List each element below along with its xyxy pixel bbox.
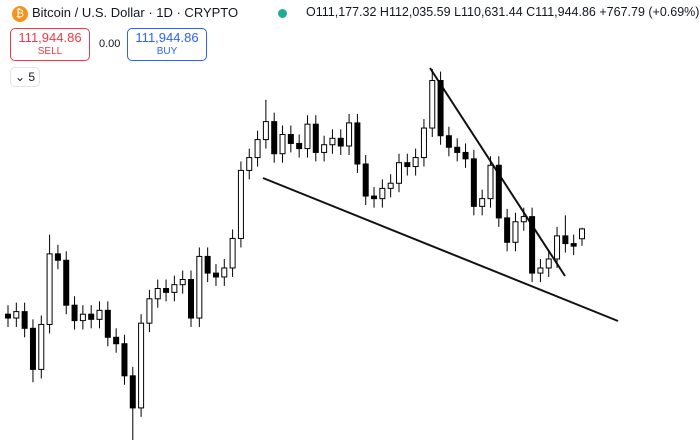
candle-body xyxy=(321,144,328,153)
candle-body xyxy=(96,309,103,320)
ohlc: O111,177.32 H112,035.59 L110,631.44 C111… xyxy=(306,5,699,19)
candle-body xyxy=(163,288,170,293)
candle-body xyxy=(104,309,111,338)
candle-body xyxy=(479,198,486,207)
candle-body xyxy=(462,151,469,160)
candle-body xyxy=(71,304,78,322)
candle-body xyxy=(445,135,452,148)
chevron: ⌄ xyxy=(14,70,26,84)
candle-body xyxy=(354,122,361,165)
candle-body xyxy=(246,157,253,171)
sell-label: SELL xyxy=(37,46,63,57)
buy-price: 111,944.86 xyxy=(135,30,199,45)
buy-button[interactable]: 111,944.86 BUY xyxy=(127,28,207,61)
candle-body xyxy=(512,221,519,243)
candle-body xyxy=(437,80,444,137)
candle-body xyxy=(196,255,203,319)
candle-body xyxy=(179,279,186,286)
candle-body xyxy=(337,137,344,147)
candle-body xyxy=(54,253,61,261)
candle-body xyxy=(121,343,128,377)
candle-body xyxy=(79,313,86,322)
candle-body xyxy=(5,313,11,319)
candle-body xyxy=(262,121,269,141)
candle-body xyxy=(188,279,195,319)
candle-body xyxy=(287,133,294,144)
candle-body xyxy=(237,169,244,239)
candle-body xyxy=(21,311,28,329)
candle-body xyxy=(271,121,278,155)
candle-body xyxy=(545,258,552,269)
candle-body xyxy=(63,259,70,306)
candle-body xyxy=(570,243,577,247)
candle-body xyxy=(296,142,303,150)
candle-body xyxy=(387,182,394,189)
sell-button[interactable]: 111,944.86 SELL xyxy=(10,28,90,61)
candle-body xyxy=(212,272,219,278)
candle-body xyxy=(146,298,153,324)
candle-body xyxy=(470,158,477,207)
candle-body xyxy=(412,157,419,168)
candle-body xyxy=(395,162,402,184)
candle-body xyxy=(154,288,161,300)
candle-body xyxy=(562,235,569,245)
ohlc-low: L110,631.44 xyxy=(454,5,523,19)
candle-body xyxy=(138,322,145,409)
candle-body xyxy=(404,162,411,168)
spread: 0.00 xyxy=(99,38,121,50)
candle-body xyxy=(229,237,236,269)
status-dot xyxy=(278,9,287,18)
candle-body xyxy=(46,253,53,325)
candle-body xyxy=(579,228,585,240)
candle-body xyxy=(362,163,369,197)
candle-body xyxy=(529,216,536,274)
candle-body xyxy=(38,323,45,370)
candle-body xyxy=(312,123,319,153)
candle-body xyxy=(129,375,136,409)
candle-body xyxy=(171,284,178,293)
candle-body xyxy=(88,313,95,320)
candle-body xyxy=(429,80,436,129)
trend-line xyxy=(262,177,619,322)
candle-body xyxy=(420,127,427,159)
candle-body xyxy=(504,217,511,243)
candle-body xyxy=(13,311,20,319)
candle-body xyxy=(371,195,378,200)
buy-label: BUY xyxy=(156,46,178,57)
candle-body xyxy=(304,123,311,150)
ohlc-change: +767.79 (+0.69%) xyxy=(599,5,700,19)
candle-body xyxy=(520,216,527,223)
ohlc-close: C111,944.86 xyxy=(526,5,596,19)
candle-body xyxy=(29,327,36,370)
candle-body xyxy=(346,122,353,147)
candle-body xyxy=(329,137,336,146)
candle-body xyxy=(254,139,261,159)
candle-body xyxy=(454,146,461,153)
indicator-toggle[interactable]: ⌄ 5 xyxy=(10,67,40,87)
candle-body xyxy=(113,336,120,345)
candle-body xyxy=(279,133,286,155)
candle-body xyxy=(554,235,561,260)
candle-body xyxy=(537,267,544,274)
symbol-title: Bitcoin / U.S. Dollar · 1D · CRYPTO xyxy=(32,5,239,20)
sell-price: 111,944.86 xyxy=(18,30,82,45)
candle-body xyxy=(487,164,494,200)
candle-body xyxy=(221,267,228,278)
candle-body xyxy=(495,164,502,219)
ohlc-high: H112,035.59 xyxy=(379,5,451,19)
ohlc-open: O111,177.32 xyxy=(306,5,377,19)
symbol-icon: ₿ xyxy=(12,6,28,22)
indicator-count: 5 xyxy=(28,70,36,84)
candle-body xyxy=(204,255,211,274)
candle-body xyxy=(379,187,386,200)
